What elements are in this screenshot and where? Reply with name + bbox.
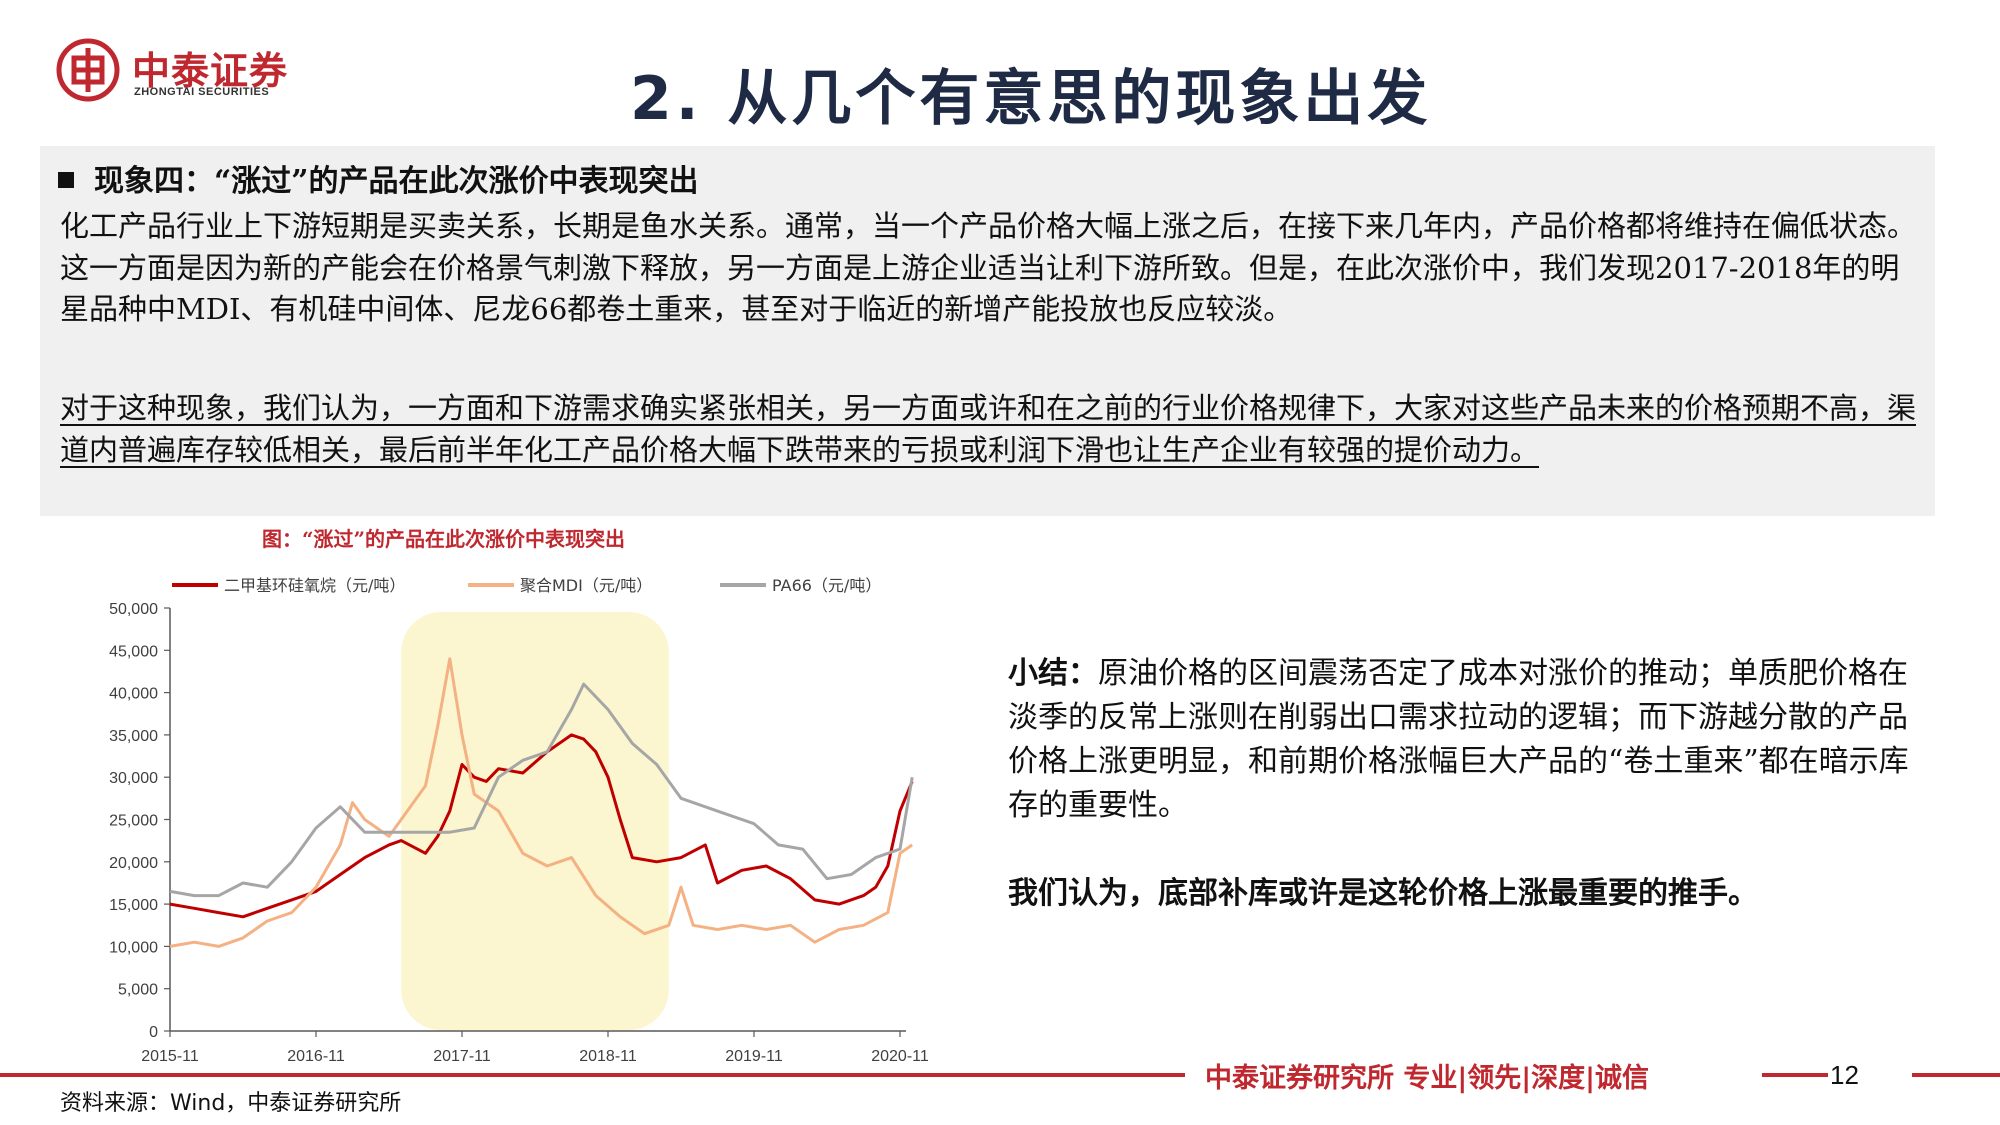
y-tick-label: 20,000: [109, 855, 158, 872]
y-tick-label: 35,000: [109, 728, 158, 745]
summary-label: 小结：: [1008, 656, 1098, 691]
slide-title: 2. 从几个有意思的现象出发: [630, 64, 1432, 134]
footer-tagline: 中泰证券研究所 专业|领先|深度|诚信: [1205, 1063, 1649, 1094]
series-line-2: [169, 657, 914, 948]
price-chart: 0 5,000 10,000 15,000 20,000 25,000 30,000 35,0…: [60, 560, 940, 1080]
paragraph-2-text: 对于这种现象，我们认为，一方面和下游需求确实紧张相关，另一方面或许和在之前的行业…: [60, 391, 1917, 467]
x-tick-label: 2020-11: [871, 1048, 929, 1065]
brand-logo-icon: [56, 38, 120, 102]
footer-rule-mid: [1762, 1073, 1828, 1077]
legend-label-3: PA66（元/吨）: [772, 576, 881, 595]
x-tick-label: 2019-11: [725, 1048, 783, 1065]
y-tick-label: 5,000: [118, 982, 158, 999]
y-tick-label: 50,000: [109, 601, 158, 618]
brand-logo: 中泰证券 ZHONGTAI SECURITIES: [56, 38, 306, 106]
y-tick-label: 0: [149, 1024, 158, 1041]
bullet-square-icon: [58, 172, 74, 188]
y-tick-label: 25,000: [109, 813, 158, 830]
y-tick-label: 30,000: [109, 770, 158, 787]
summary-conclusion: 我们认为，底部补库或许是这轮价格上涨最重要的推手。: [1008, 876, 1758, 911]
highlight-band: [401, 612, 669, 1030]
y-tick-label: 45,000: [109, 643, 158, 660]
price-chart-svg: 0 5,000 10,000 15,000 20,000 25,000 30,000 35,0…: [109, 576, 929, 1065]
y-tick-label: 40,000: [109, 686, 158, 703]
figure-title: 图：“涨过”的产品在此次涨价中表现突出: [262, 527, 626, 551]
legend-label-2: 聚合MDI（元/吨）: [520, 576, 652, 595]
x-tick-label: 2017-11: [433, 1048, 491, 1065]
summary-block: 小结：原油价格的区间震荡否定了成本对涨价的推动；单质肥价格在淡季的反常上涨则在削…: [1008, 652, 1913, 828]
y-tick-label: 15,000: [109, 897, 158, 914]
series-line-3: [169, 682, 914, 898]
x-tick-label: 2018-11: [579, 1048, 637, 1065]
section-heading-text: 现象四：“涨过”的产品在此次涨价中表现突出: [94, 164, 699, 199]
x-tick-label: 2015-11: [141, 1048, 199, 1065]
paragraph-2: 对于这种现象，我们认为，一方面和下游需求确实紧张相关，另一方面或许和在之前的行业…: [60, 388, 1920, 471]
brand-name-cn: 中泰证券: [132, 49, 289, 93]
series-line-1: [169, 733, 914, 919]
page-number: 12: [1830, 1060, 1859, 1090]
figure-source: 资料来源：Wind，中泰证券研究所: [60, 1091, 402, 1116]
x-tick-label: 2016-11: [287, 1048, 345, 1065]
footer-rule-left: [0, 1073, 1185, 1077]
footer-rule-right: [1912, 1073, 2000, 1077]
y-tick-label: 10,000: [109, 939, 158, 956]
legend-label-1: 二甲基环硅氧烷（元/吨）: [224, 576, 405, 595]
paragraph-1: 化工产品行业上下游短期是买卖关系，长期是鱼水关系。通常，当一个产品价格大幅上涨之…: [60, 209, 1917, 326]
content-panel: 现象四：“涨过”的产品在此次涨价中表现突出 化工产品行业上下游短期是买卖关系，长…: [40, 146, 1935, 516]
summary-text: 原油价格的区间震荡否定了成本对涨价的推动；单质肥价格在淡季的反常上涨则在削弱出口…: [1008, 656, 1909, 823]
section-heading: 现象四：“涨过”的产品在此次涨价中表现突出: [58, 156, 699, 200]
brand-name-en: ZHONGTAI SECURITIES: [134, 86, 270, 98]
